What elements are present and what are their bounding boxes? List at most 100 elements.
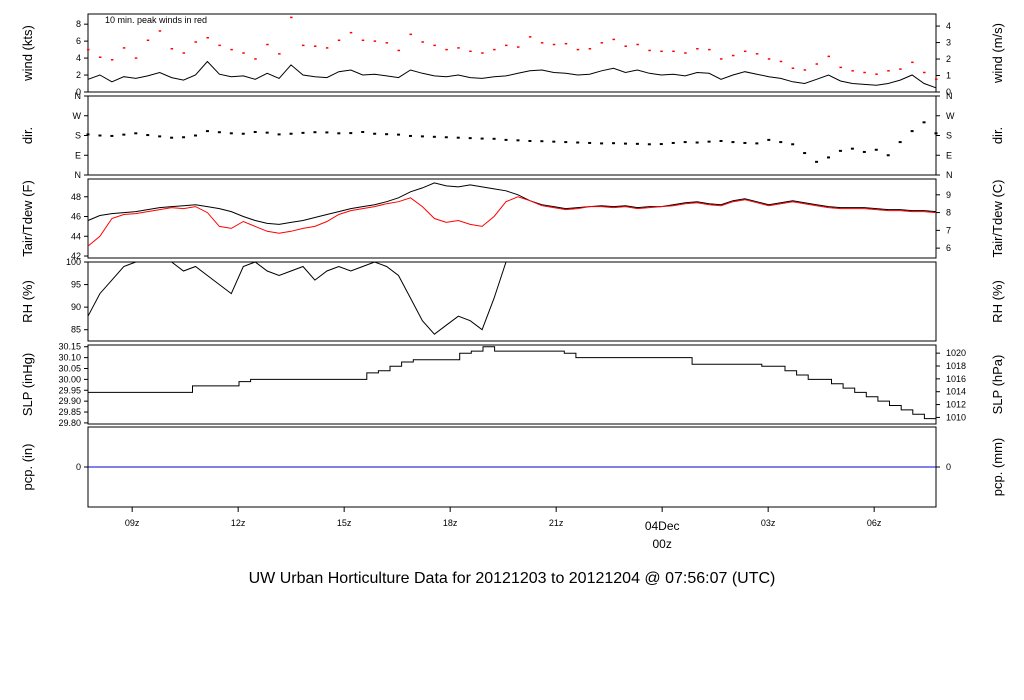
peak-wind-point [731, 54, 735, 57]
y-tick-label-right: 1010 [946, 412, 966, 422]
y-tick-label: 29.85 [58, 407, 81, 417]
peak-wind-point [146, 39, 150, 42]
peak-wind-point [827, 55, 831, 58]
peak-wind-point [923, 71, 926, 74]
peak-wind-point [516, 46, 520, 48]
y-tick-label: 48 [71, 192, 81, 202]
dir-point [827, 156, 831, 159]
series-line [88, 346, 937, 423]
dir-point [623, 142, 627, 145]
peak-wind-point [600, 42, 604, 44]
peak-wind-point [767, 58, 771, 60]
dir-point [635, 142, 639, 145]
y-tick-label: E [75, 150, 81, 160]
dir-point [397, 133, 401, 136]
dir-point [767, 138, 771, 141]
x-tick-label: 18z [443, 518, 458, 528]
dir-point [241, 132, 245, 135]
peak-wind-point [803, 69, 807, 71]
panel-dir: dir. dir.N NE ES SW WN N [20, 91, 1005, 180]
x-tick-label: 06z [867, 518, 882, 528]
y-axis-label-right: pcp. (mm) [990, 438, 1005, 497]
dir-point [110, 134, 114, 137]
panel-frame [87, 178, 937, 259]
y-tick-label: 29.95 [58, 385, 81, 395]
dir-point [205, 130, 209, 133]
dir-point [313, 131, 317, 134]
y-axis-label: SLP (inHg) [20, 353, 35, 416]
dir-point [170, 136, 174, 139]
y-tick-label: 0 [76, 462, 81, 472]
peak-wind-point [887, 70, 890, 72]
dir-point [779, 141, 783, 144]
dir-point [468, 137, 472, 140]
y-axis-label-right: wind (m/s) [990, 23, 1005, 84]
panel-frame [87, 13, 937, 93]
panel-rh: RH (%) RH (%) 85 90 95 100 [20, 257, 1005, 342]
peak-wind-point [122, 47, 126, 49]
panel-frame [87, 344, 937, 425]
y-axis-label-right: SLP (hPa) [990, 355, 1005, 415]
x-date-hour-label: 00z [652, 537, 671, 551]
y-axis-label-right: RH (%) [990, 280, 1005, 323]
y-tick-label-right: 9 [946, 190, 951, 200]
peak-wind-point [87, 48, 90, 51]
y-axis-label-right: Tair/Tdew (C) [990, 179, 1005, 257]
y-tick-label: 0 [76, 87, 81, 97]
y-tick-label: 42 [71, 251, 81, 261]
y-tick-label: 30.05 [58, 364, 81, 374]
peak-wind-point [397, 49, 401, 52]
dir-point [444, 136, 448, 139]
y-tick-label-right: 1020 [946, 348, 966, 358]
dir-point [707, 140, 711, 143]
x-date-label: 04Dec [645, 519, 680, 533]
series-line [87, 60, 937, 89]
peak-wind-point [337, 39, 341, 42]
y-tick-label-right: 1018 [946, 361, 966, 371]
peak-wind-point [720, 58, 723, 60]
dir-point [564, 141, 568, 144]
peak-wind-point [230, 48, 233, 51]
dir-point [277, 133, 281, 136]
peak-wind-point [409, 33, 412, 36]
dir-point [361, 130, 365, 133]
peak-wind-point [457, 47, 460, 49]
series-line [87, 196, 937, 247]
dir-point [301, 131, 305, 134]
peak-wind-point [743, 50, 747, 53]
peak-wind-point [851, 70, 854, 72]
y-tick-label-right: 4 [946, 21, 951, 31]
dir-point [850, 147, 854, 150]
peak-wind-point [863, 71, 866, 74]
dir-point [838, 149, 842, 152]
y-tick-label-right: 0 [946, 462, 951, 472]
peak-wind-point [493, 48, 496, 51]
peak-wind-point [684, 52, 687, 54]
y-tick-label: 8 [76, 19, 81, 29]
dir-point [289, 132, 293, 135]
peak-wind-point [696, 48, 699, 50]
peak-wind-point [875, 73, 878, 75]
dir-point [898, 141, 902, 144]
dir-point [385, 133, 389, 136]
peak-wind-point [660, 50, 663, 53]
y-tick-label: 46 [71, 212, 81, 222]
peak-wind-point [624, 45, 627, 47]
y-tick-label: 29.90 [58, 396, 81, 406]
dir-point [922, 121, 926, 124]
peak-wind-point [98, 56, 102, 58]
y-tick-label-right: W [946, 111, 955, 121]
peak-wind-point [839, 66, 842, 69]
peak-wind-point [278, 53, 281, 55]
dir-point [683, 141, 687, 144]
dir-point [349, 132, 353, 135]
y-tick-label: 30.10 [58, 353, 81, 363]
y-tick-label: 85 [71, 325, 81, 335]
x-tick-label: 21z [549, 518, 564, 528]
y-tick-label-right: 6 [946, 243, 951, 253]
peak-wind-point [134, 57, 138, 59]
dir-point [552, 140, 556, 143]
y-axis-label: pcp. (in) [20, 444, 35, 491]
